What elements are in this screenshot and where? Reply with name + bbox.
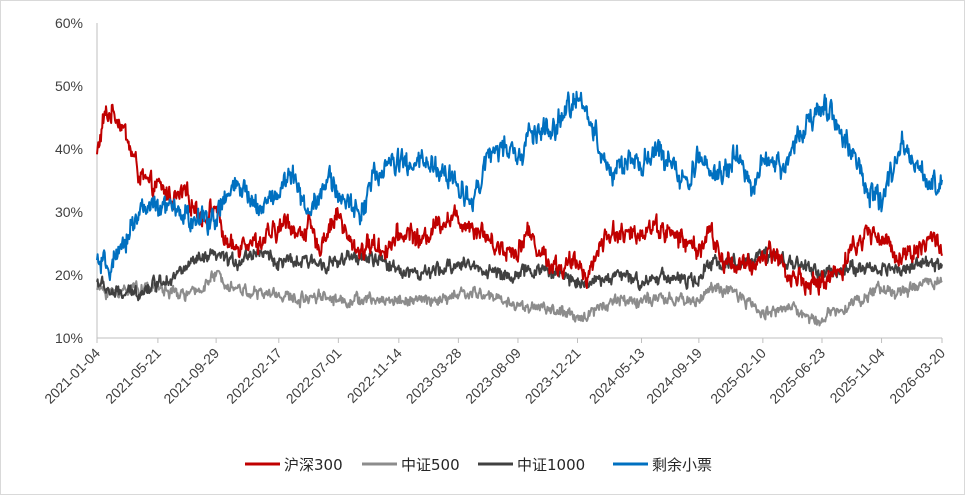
- x-tick-label: 2021-05-21: [102, 345, 164, 407]
- legend-label: 剩余小票: [652, 456, 712, 474]
- x-tick-label: 2021-01-04: [41, 345, 103, 407]
- x-tick-label: 2024-09-19: [643, 345, 705, 407]
- y-tick-label: 60%: [55, 15, 83, 31]
- legend-label: 中证500: [401, 456, 460, 474]
- y-tick-label: 50%: [55, 78, 83, 94]
- series-line: [96, 269, 943, 327]
- x-tick-label: 2022-02-17: [223, 345, 285, 407]
- y-tick-label: 30%: [55, 204, 83, 220]
- legend-label: 沪深300: [284, 456, 343, 474]
- legend: 沪深300 中证500 中证1000 剩余小票: [245, 456, 712, 474]
- series-line: [96, 246, 943, 302]
- x-tick-label: 2025-06-23: [766, 345, 828, 407]
- y-tick-label: 20%: [55, 267, 83, 283]
- x-tick-label: 2022-07-01: [283, 345, 345, 407]
- y-tick-label: 40%: [55, 141, 83, 157]
- x-tick-label: 2025-02-10: [707, 345, 769, 407]
- y-tick-label: 10%: [55, 330, 83, 346]
- x-tick-label: 2023-08-09: [462, 345, 524, 407]
- series-line: [96, 90, 943, 282]
- legend-label: 中证1000: [517, 456, 585, 474]
- series-lines: [96, 90, 943, 327]
- x-tick-label: 2024-05-13: [586, 345, 648, 407]
- x-tick-label: 2021-09-29: [160, 345, 222, 407]
- x-tick-label: 2023-12-21: [522, 345, 584, 407]
- x-tick-label: 2025-11-04: [826, 345, 887, 406]
- series-line: [96, 103, 943, 296]
- x-tick-label: 2022-11-14: [344, 345, 405, 406]
- x-tick-label: 2023-03-28: [403, 345, 465, 407]
- x-tick-label: 2026-03-20: [886, 345, 948, 407]
